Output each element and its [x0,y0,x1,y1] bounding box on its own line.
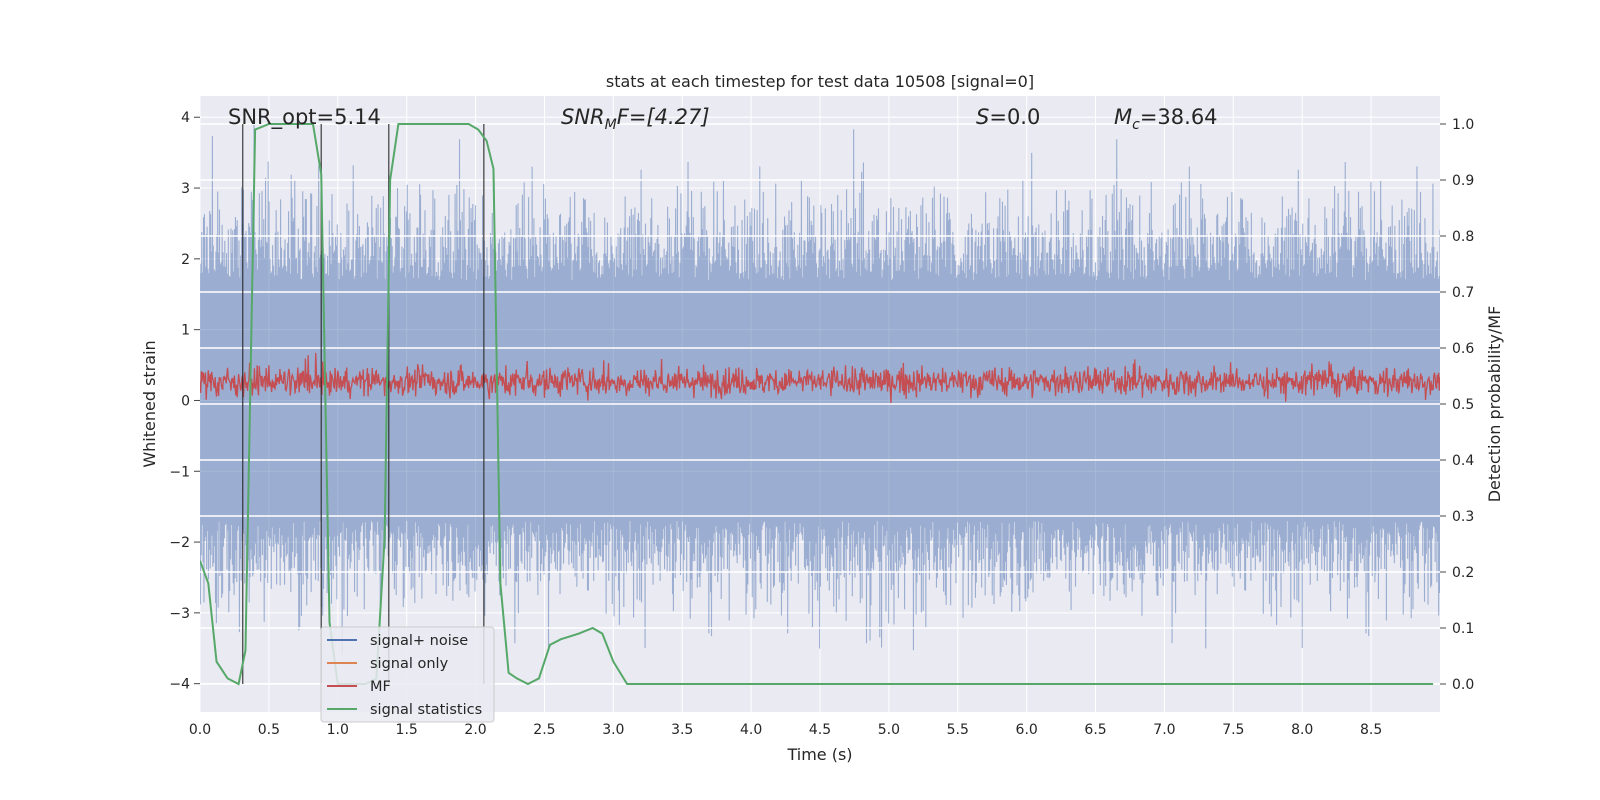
annotation-snr-mf: SNRMF=[4.27] [561,105,710,133]
y-tick-label-right: 0.6 [1452,341,1474,357]
x-tick-label: 1.5 [396,722,418,738]
series-signal-statistics [200,123,1434,686]
y-tick-label-right: 0.3 [1452,509,1474,525]
annotation-snr-mf-sub: M [605,117,617,133]
y-tick-label-left: −2 [169,535,190,551]
x-tick-label: 4.0 [740,722,762,738]
x-tick-label: 6.0 [1016,722,1038,738]
x-ticks: 0.0 0.5 1.0 1.5 2.0 2.5 3.0 3.5 4.0 4.5 5.0 5.5 6.0 6… [189,722,1382,738]
y-tick-label-right: 0.5 [1452,397,1474,413]
y-tick-label-left: −4 [169,677,190,693]
y-tick-label-left: 3 [181,181,190,197]
y-axis-label-left: Whitened strain [140,340,159,467]
legend-label-signal-only: signal only [370,656,449,672]
signal-statistics-line [200,123,1434,686]
chart-title: stats at each timestep for test data 105… [606,72,1034,91]
y-tick-label-right: 0.0 [1452,677,1474,693]
y-tick-label-right: 0.8 [1452,229,1474,245]
x-tick-label: 5.0 [878,722,900,738]
x-tick-label: 0.5 [258,722,280,738]
y-tick-label-left: 0 [181,393,190,409]
annotation-snr-opt: SNR_opt=5.14 [228,105,381,130]
x-tick-label: 3.0 [602,722,624,738]
legend-label-signal-noise: signal+ noise [370,633,468,649]
x-tick-label: 0.0 [189,722,211,738]
x-tick-label: 7.5 [1222,722,1244,738]
x-tick-label: 2.0 [464,722,486,738]
x-tick-label: 7.0 [1153,722,1175,738]
annotation-mc-sub: c [1132,117,1140,133]
y-tick-label-right: 1.0 [1452,117,1474,133]
x-tick-label: 8.0 [1291,722,1313,738]
annotation-s-value: =0.0 [989,105,1040,129]
x-axis-label: Time (s) [786,745,852,764]
x-tick-label: 1.0 [327,722,349,738]
x-tick-label: 8.5 [1360,722,1382,738]
annotation-mc: Mc=38.64 [1114,105,1218,133]
y-tick-label-right: 0.1 [1452,621,1474,637]
y-tick-label-right: 0.2 [1452,565,1474,581]
x-tick-label: 2.5 [533,722,555,738]
annotation-s: S=0.0 [976,105,1040,129]
y-tick-label-right: 0.7 [1452,285,1474,301]
annotation-s-label: S [976,105,989,129]
series-signal-noise [200,117,1440,655]
x-tick-label: 6.5 [1084,722,1106,738]
mf-trace [200,352,1440,404]
legend: signal+ noise signal only MF signal stat… [320,626,495,723]
annotation-snr-mf-suffix: F=[4.27] [617,105,710,129]
annotation-mc-label: M [1114,105,1132,129]
y-axis-label-right: Detection probability/MF [1485,306,1504,503]
y-tick-label-right: 0.9 [1452,173,1474,189]
annotation-snr-mf-prefix: SNR [561,105,605,129]
legend-label-mf: MF [370,679,391,695]
annotations: SNR_opt=5.14 SNRMF=[4.27] S=0.0 Mc=38.64 [228,105,1218,133]
x-tick-label: 3.5 [671,722,693,738]
signal-noise-trace [200,117,1440,655]
x-tick-label: 4.5 [809,722,831,738]
y-tick-label-left: 1 [181,323,190,339]
left-y-ticks: 4 3 2 1 0 −1 −2 −3 −4 [169,110,200,693]
y-tick-label-left: −3 [169,606,190,622]
y-tick-label-left: 4 [181,110,190,126]
legend-box [320,626,495,723]
y-tick-label-left: 2 [181,252,190,268]
legend-label-signal-statistics: signal statistics [370,702,482,718]
right-y-ticks: 1.0 0.9 0.8 0.7 0.6 0.5 0.4 0.3 0.2 0.1 0.0 [1440,117,1474,693]
annotation-mc-value: =38.64 [1140,105,1218,129]
series-mf [200,352,1440,404]
x-tick-label: 5.5 [947,722,969,738]
y-tick-label-right: 0.4 [1452,453,1474,469]
y-tick-label-left: −1 [169,464,190,480]
